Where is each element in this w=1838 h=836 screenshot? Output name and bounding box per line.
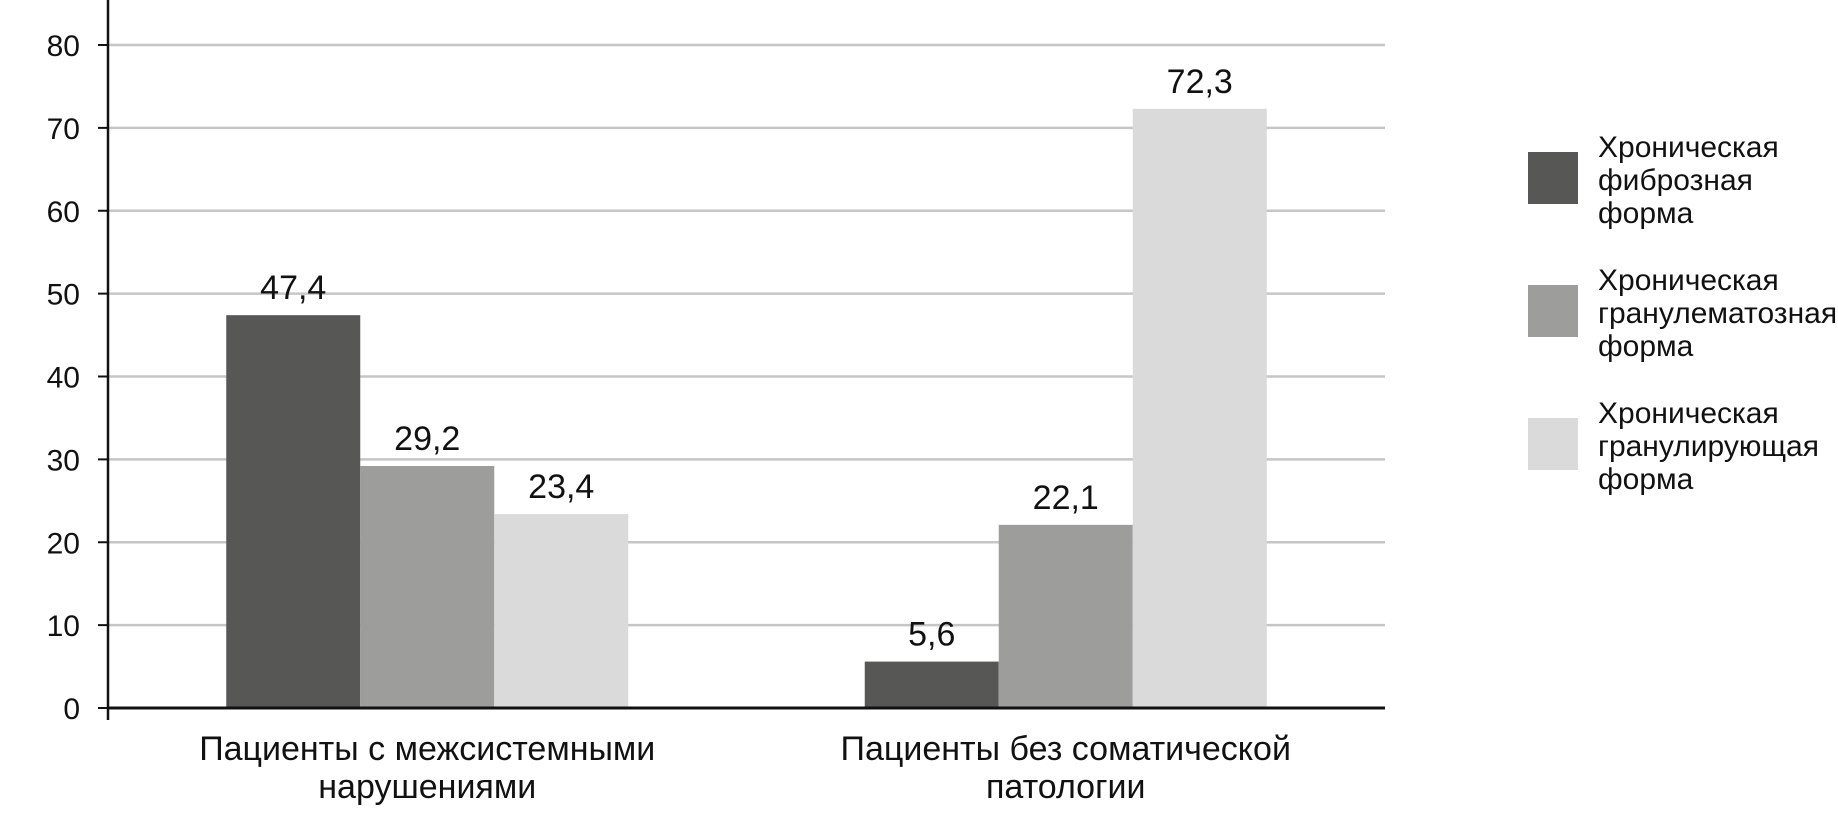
bar	[494, 514, 629, 708]
y-tick-label: 30	[47, 444, 80, 477]
data-label: 5,6	[908, 616, 955, 654]
bar	[864, 661, 999, 708]
data-label: 47,4	[260, 269, 326, 307]
data-label: 72,3	[1167, 63, 1233, 101]
data-label: 29,2	[394, 420, 460, 458]
y-tick-label: 40	[47, 362, 80, 395]
x-tick-label: патологии	[986, 768, 1145, 806]
axes	[98, 0, 1385, 720]
legend-label: форма	[1598, 463, 1694, 496]
data-label: 22,1	[1033, 479, 1099, 517]
legend-label: Хроническая	[1598, 131, 1779, 164]
bar	[226, 315, 361, 708]
y-tick-label: 70	[47, 113, 80, 146]
y-tick-label: 10	[47, 610, 80, 643]
bar	[998, 524, 1133, 708]
y-tick-label: 60	[47, 196, 80, 229]
legend-label: гранулематозная	[1598, 297, 1837, 330]
labels: 0 10 20 30 40 50 60 70 80 47,4 29,2 23,4 Пациенты с …	[47, 30, 1291, 806]
legend-label: форма	[1598, 197, 1694, 230]
legend: ХроническаяфибрознаяформаХроническаягран…	[1528, 131, 1837, 496]
x-tick-label: Пациенты с межсистемными	[199, 730, 655, 768]
bars	[226, 108, 1267, 709]
legend-swatch	[1528, 152, 1578, 204]
y-tick-label: 50	[47, 279, 80, 312]
legend-label: Хроническая	[1598, 264, 1779, 297]
bar	[1132, 108, 1267, 709]
x-tick-label: Пациенты без соматической	[841, 730, 1291, 768]
bar	[360, 466, 495, 708]
data-label: 23,4	[528, 468, 594, 506]
y-tick-label: 80	[47, 30, 80, 63]
legend-label: Хроническая	[1598, 397, 1779, 430]
legend-swatch	[1528, 285, 1578, 337]
x-tick-label: нарушениями	[318, 768, 536, 806]
y-tick-label: 0	[63, 693, 80, 726]
legend-label: гранулирующая	[1598, 430, 1819, 463]
y-tick-label: 20	[47, 527, 80, 560]
legend-label: фиброзная	[1598, 164, 1753, 197]
legend-label: форма	[1598, 330, 1694, 363]
legend-swatch	[1528, 418, 1578, 470]
